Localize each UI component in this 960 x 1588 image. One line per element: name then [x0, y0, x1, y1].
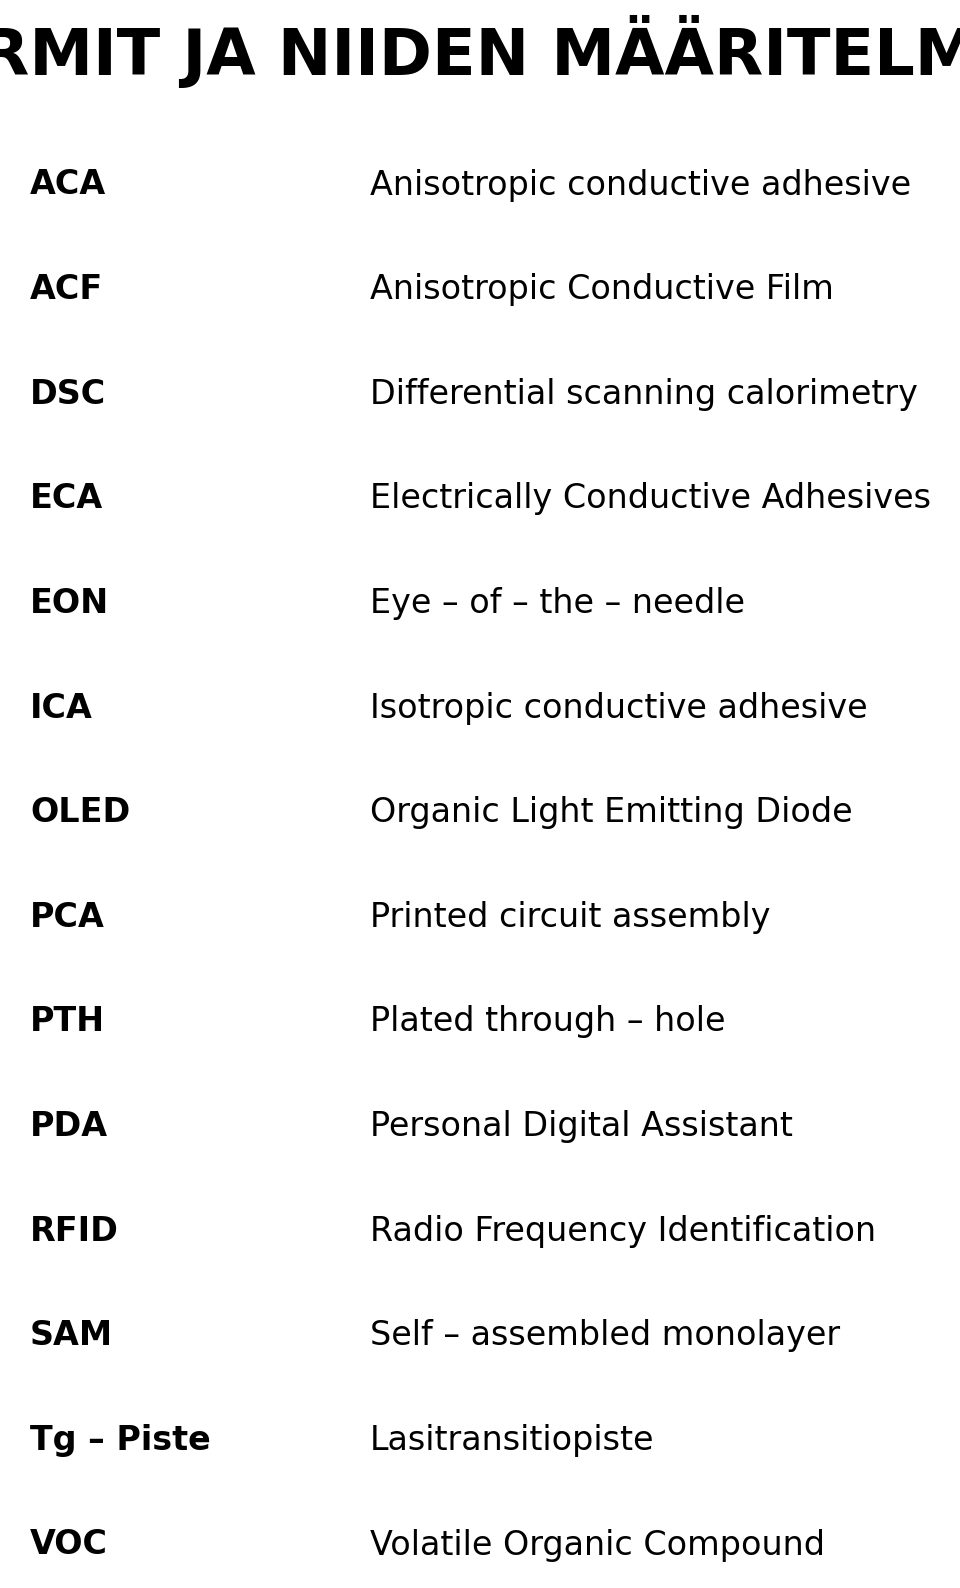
Text: VOC: VOC [30, 1529, 108, 1561]
Text: PDA: PDA [30, 1110, 108, 1143]
Text: Personal Digital Assistant: Personal Digital Assistant [370, 1110, 793, 1143]
Text: Tg – Piste: Tg – Piste [30, 1424, 211, 1456]
Text: SAM: SAM [30, 1320, 113, 1353]
Text: Volatile Organic Compound: Volatile Organic Compound [370, 1529, 825, 1561]
Text: ACF: ACF [30, 273, 104, 306]
Text: ACA: ACA [30, 168, 107, 202]
Text: Plated through – hole: Plated through – hole [370, 1005, 726, 1039]
Text: ICA: ICA [30, 692, 93, 724]
Text: TERMIT JA NIIDEN MÄÄRITELMÄT: TERMIT JA NIIDEN MÄÄRITELMÄT [0, 14, 960, 87]
Text: Differential scanning calorimetry: Differential scanning calorimetry [370, 378, 918, 411]
Text: PTH: PTH [30, 1005, 106, 1039]
Text: RFID: RFID [30, 1215, 119, 1248]
Text: Lasitransitiopiste: Lasitransitiopiste [370, 1424, 655, 1456]
Text: EON: EON [30, 588, 109, 619]
Text: Printed circuit assembly: Printed circuit assembly [370, 900, 771, 934]
Text: Anisotropic Conductive Film: Anisotropic Conductive Film [370, 273, 834, 306]
Text: Self – assembled monolayer: Self – assembled monolayer [370, 1320, 840, 1353]
Text: Anisotropic conductive adhesive: Anisotropic conductive adhesive [370, 168, 911, 202]
Text: Isotropic conductive adhesive: Isotropic conductive adhesive [370, 692, 868, 724]
Text: DSC: DSC [30, 378, 107, 411]
Text: Electrically Conductive Adhesives: Electrically Conductive Adhesives [370, 483, 931, 516]
Text: OLED: OLED [30, 796, 131, 829]
Text: PCA: PCA [30, 900, 105, 934]
Text: Radio Frequency Identification: Radio Frequency Identification [370, 1215, 876, 1248]
Text: ECA: ECA [30, 483, 104, 516]
Text: Organic Light Emitting Diode: Organic Light Emitting Diode [370, 796, 852, 829]
Text: Eye – of – the – needle: Eye – of – the – needle [370, 588, 745, 619]
